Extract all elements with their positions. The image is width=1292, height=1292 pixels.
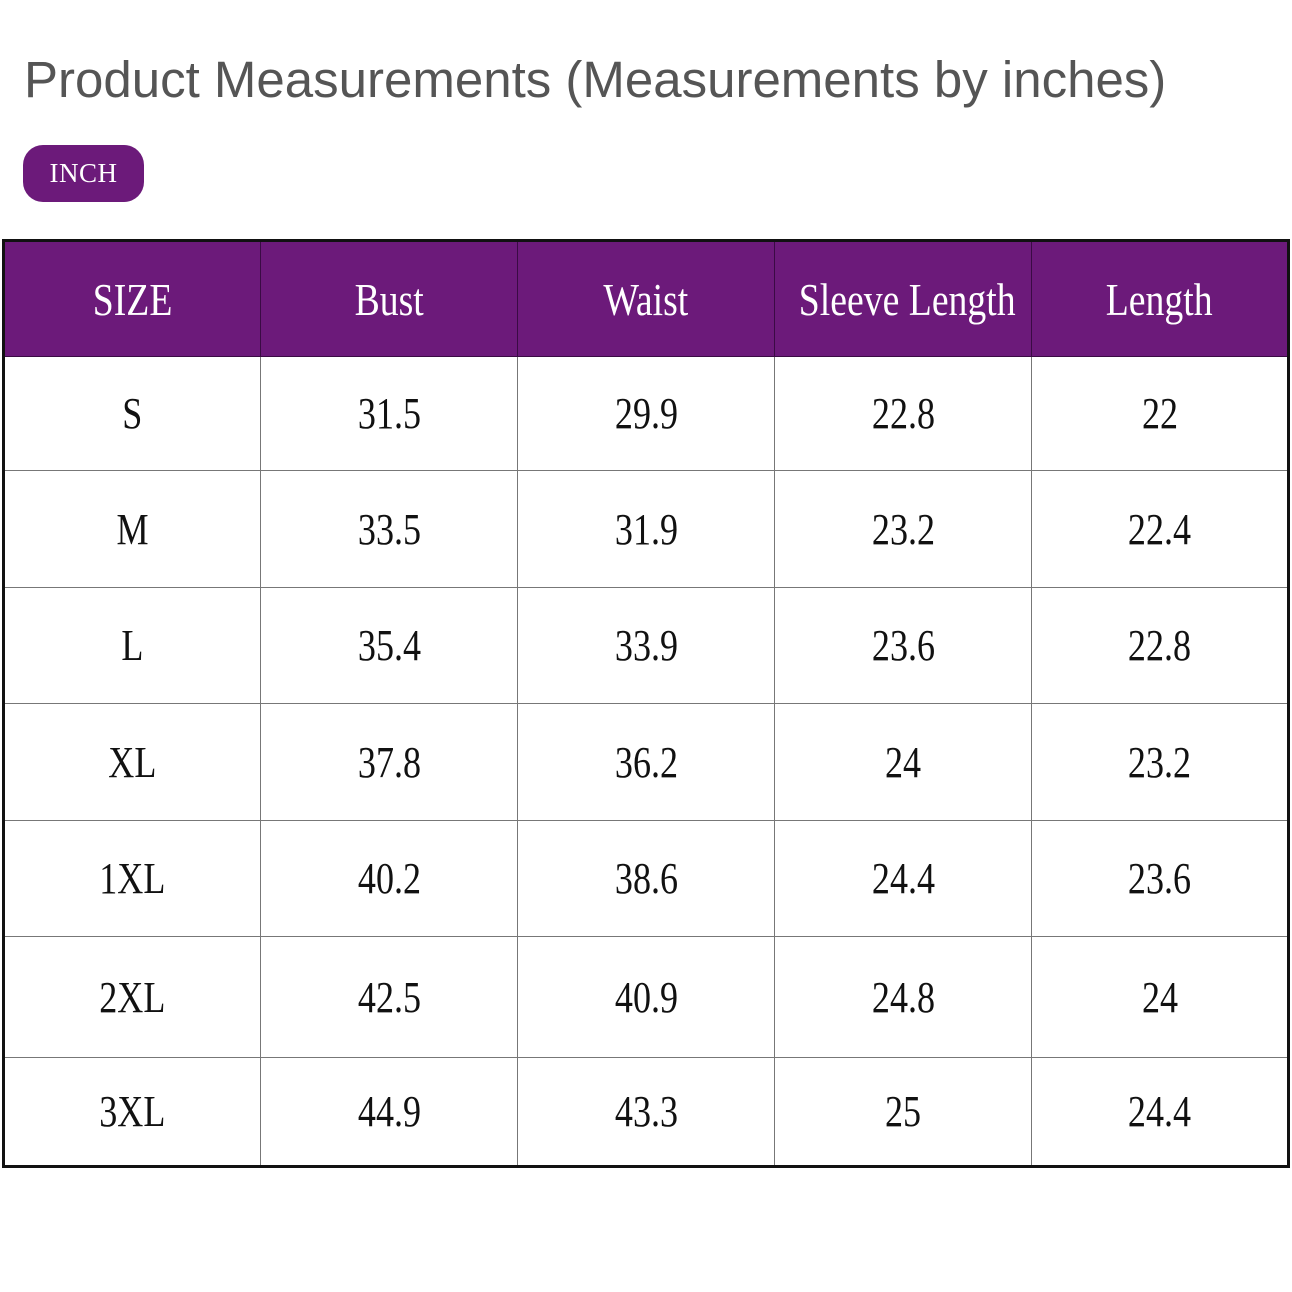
- cell-value: 22.8: [1127, 621, 1192, 670]
- cell-value: M: [116, 504, 149, 554]
- table-cell: M: [3, 470, 261, 588]
- table-cell: L: [3, 587, 261, 704]
- cell-value: L: [121, 621, 144, 670]
- cell-value: 24: [1141, 972, 1178, 1022]
- table-cell: S: [3, 356, 261, 471]
- table-cell: XL: [3, 703, 261, 821]
- cell-value: 23.2: [1127, 737, 1192, 787]
- cell-value: 31.5: [357, 389, 421, 438]
- table-cell: 23.2: [1031, 703, 1289, 821]
- cell-value: 31.9: [614, 504, 678, 554]
- column-header-label: Sleeve Length: [798, 273, 1016, 325]
- cell-value: 1XL: [99, 854, 166, 903]
- table-cell: 3XL: [3, 1057, 261, 1167]
- cell-value: 22: [1141, 389, 1178, 438]
- cell-value: 40.2: [357, 854, 421, 903]
- cell-value: 23.6: [1127, 854, 1192, 903]
- column-header-label: Length: [1106, 273, 1213, 325]
- cell-value: 24.4: [871, 854, 935, 903]
- table-cell: 24.4: [1031, 1057, 1289, 1167]
- column-header: Bust: [260, 240, 518, 357]
- table-cell: 25: [774, 1057, 1032, 1167]
- table-cell: 31.9: [517, 470, 775, 588]
- cell-value: 44.9: [357, 1087, 421, 1136]
- table-cell: 24: [1031, 936, 1289, 1058]
- table-cell: 22.8: [1031, 587, 1289, 704]
- cell-value: 37.8: [357, 737, 421, 787]
- cell-value: 25: [884, 1087, 922, 1136]
- column-header-label: Bust: [354, 273, 424, 325]
- table-cell: 24: [774, 703, 1032, 821]
- cell-value: 3XL: [99, 1087, 166, 1136]
- cell-value: 33.5: [357, 504, 421, 554]
- cell-value: 40.9: [614, 972, 678, 1022]
- cell-value: 22.4: [1127, 504, 1192, 554]
- table-row: XL 37.8 36.2 24 23.2: [3, 703, 1289, 821]
- cell-value: 43.3: [614, 1087, 678, 1136]
- cell-value: XL: [108, 737, 157, 787]
- table-cell: 43.3: [517, 1057, 775, 1167]
- cell-value: 24.4: [1127, 1087, 1192, 1136]
- cell-value: 33.9: [614, 621, 678, 670]
- table-cell: 35.4: [260, 587, 518, 704]
- column-header-label: Waist: [603, 273, 689, 325]
- table-cell: 1XL: [3, 820, 261, 937]
- table-row: S 31.5 29.9 22.8 22: [3, 356, 1289, 471]
- cell-value: 24.8: [871, 972, 935, 1022]
- table-row: 1XL 40.2 38.6 24.4 23.6: [3, 820, 1289, 937]
- column-header-label: SIZE: [92, 273, 173, 325]
- column-header: Waist: [517, 240, 775, 357]
- table-cell: 22.8: [774, 356, 1032, 471]
- size-chart-table: SIZE Bust Waist Sleeve Length Length S 31.5 29…: [2, 239, 1290, 1168]
- page-title: Product Measurements (Measurements by in…: [24, 51, 1167, 108]
- cell-value: 38.6: [614, 854, 678, 903]
- table-cell: 31.5: [260, 356, 518, 471]
- column-header: Sleeve Length: [774, 240, 1032, 357]
- cell-value: 2XL: [99, 972, 166, 1022]
- table-row: 3XL 44.9 43.3 25 24.4: [3, 1057, 1289, 1167]
- table-cell: 40.9: [517, 936, 775, 1058]
- table-row: 2XL 42.5 40.9 24.8 24: [3, 936, 1289, 1058]
- column-header: SIZE: [3, 240, 261, 357]
- cell-value: 23.6: [871, 621, 935, 670]
- table-cell: 40.2: [260, 820, 518, 937]
- table-cell: 44.9: [260, 1057, 518, 1167]
- table-row: L 35.4 33.9 23.6 22.8: [3, 587, 1289, 704]
- table-cell: 23.6: [774, 587, 1032, 704]
- cell-value: 23.2: [871, 504, 935, 554]
- table-cell: 36.2: [517, 703, 775, 821]
- table-row: M 33.5 31.9 23.2 22.4: [3, 470, 1289, 588]
- header-row: SIZE Bust Waist Sleeve Length Length: [3, 240, 1289, 357]
- column-header: Length: [1031, 240, 1289, 357]
- table-cell: 24.8: [774, 936, 1032, 1058]
- table-cell: 22.4: [1031, 470, 1289, 588]
- cell-value: 42.5: [357, 972, 421, 1022]
- cell-value: S: [122, 389, 143, 438]
- cell-value: 22.8: [871, 389, 935, 438]
- table-cell: 23.6: [1031, 820, 1289, 937]
- table-cell: 23.2: [774, 470, 1032, 588]
- cell-value: 29.9: [614, 389, 678, 438]
- table-cell: 22: [1031, 356, 1289, 471]
- table-cell: 42.5: [260, 936, 518, 1058]
- cell-value: 36.2: [614, 737, 678, 787]
- table-cell: 2XL: [3, 936, 261, 1058]
- table-cell: 33.9: [517, 587, 775, 704]
- cell-value: 35.4: [357, 621, 421, 670]
- unit-badge: INCH: [23, 145, 144, 202]
- table-cell: 33.5: [260, 470, 518, 588]
- table-cell: 37.8: [260, 703, 518, 821]
- table-cell: 29.9: [517, 356, 775, 471]
- table-cell: 38.6: [517, 820, 775, 937]
- table-cell: 24.4: [774, 820, 1032, 937]
- cell-value: 24: [884, 737, 922, 787]
